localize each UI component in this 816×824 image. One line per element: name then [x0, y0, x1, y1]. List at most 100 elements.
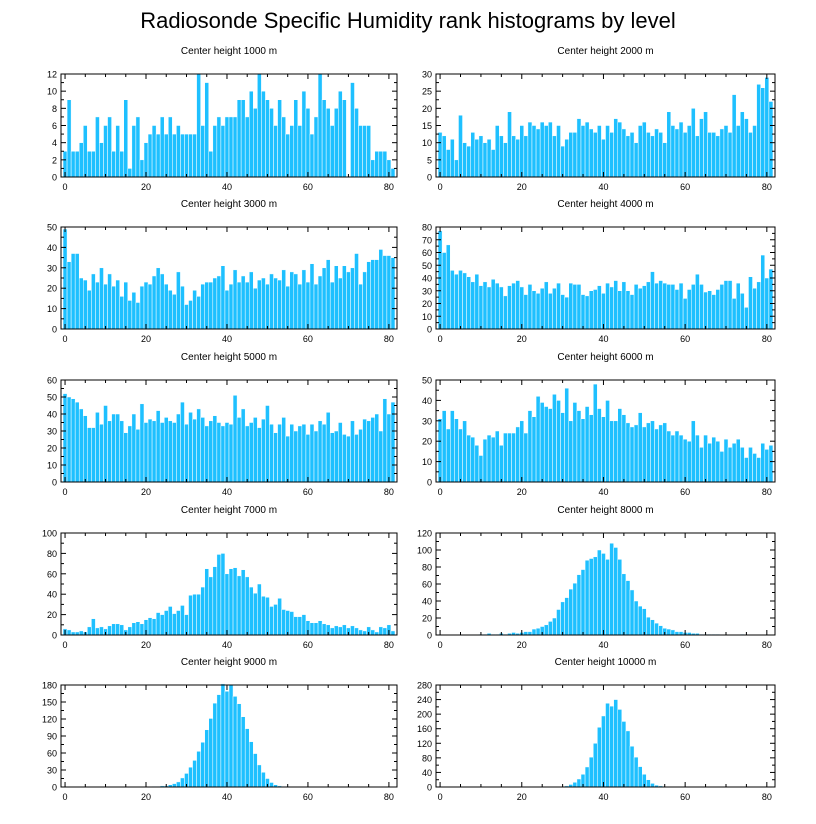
bar [176, 271, 181, 330]
bar [744, 118, 749, 178]
bar [462, 142, 467, 178]
bar [466, 145, 471, 178]
bar [281, 116, 286, 178]
bar [216, 275, 222, 330]
bar [543, 281, 549, 330]
bar [731, 298, 737, 330]
bar [273, 432, 278, 483]
bar [390, 257, 396, 330]
bar [216, 554, 222, 636]
bar [253, 592, 258, 636]
bar [382, 627, 388, 636]
x-tick-label: 60 [680, 182, 690, 192]
y-tick-label: 10 [47, 304, 57, 314]
x-tick-label: 60 [303, 182, 313, 192]
bar [699, 284, 704, 330]
bar [539, 121, 545, 178]
bar [293, 99, 299, 178]
bar [163, 133, 169, 178]
bar [188, 766, 193, 788]
bar [450, 270, 455, 330]
bar [168, 606, 173, 636]
panel-3: Center height 3000 m 0 10 20 30 40 50 0 20 40 60 80 [47, 199, 398, 344]
x-tick-label: 20 [141, 640, 151, 650]
bar [305, 108, 311, 178]
bar [543, 125, 549, 178]
bar [135, 621, 141, 636]
bar [552, 617, 557, 636]
bar [180, 605, 185, 636]
bar [674, 430, 680, 483]
bar [115, 279, 120, 330]
bar [269, 273, 274, 330]
y-tick-label: 20 [422, 614, 432, 624]
y-tick-label: 50 [422, 376, 432, 386]
bar [523, 631, 529, 636]
bar [329, 125, 335, 178]
bar [609, 420, 614, 483]
bar [637, 287, 643, 330]
bar [482, 281, 488, 330]
bar [499, 445, 504, 483]
bar [576, 410, 582, 483]
x-tick-label: 80 [762, 182, 772, 192]
bar [244, 728, 250, 788]
bar [601, 138, 606, 178]
y-tick-label: 30 [47, 263, 57, 273]
bar [168, 116, 173, 178]
bar [556, 125, 561, 178]
bar [350, 267, 355, 330]
x-tick-label: 60 [680, 640, 690, 650]
bar [224, 116, 230, 178]
bar [474, 138, 480, 178]
bar [273, 277, 278, 330]
bar [535, 293, 541, 330]
bar [374, 259, 380, 330]
x-tick-label: 0 [63, 182, 68, 192]
bar [646, 281, 651, 330]
bar [450, 138, 455, 178]
bar [196, 751, 201, 788]
bar [313, 116, 319, 178]
bar [386, 255, 392, 330]
bar [253, 753, 258, 788]
bar [609, 286, 614, 330]
bar [107, 273, 112, 330]
bar [482, 142, 488, 178]
bar [172, 133, 177, 178]
bar [200, 586, 205, 636]
bar [650, 783, 655, 788]
bar [580, 418, 586, 483]
bar [370, 259, 375, 330]
bar [224, 573, 230, 636]
bar [176, 125, 181, 178]
bar [261, 418, 266, 483]
bar [354, 434, 359, 483]
bar [248, 741, 254, 788]
bar [478, 285, 484, 330]
x-tick-label: 80 [384, 334, 394, 344]
bar [593, 556, 598, 636]
bar [66, 629, 72, 636]
bar [95, 281, 100, 330]
y-tick-label: 50 [422, 261, 432, 271]
bar [642, 121, 647, 178]
bar [768, 101, 774, 178]
bar [301, 423, 307, 483]
bar [277, 99, 282, 178]
bar [204, 281, 210, 330]
bar [289, 125, 295, 178]
bar [285, 610, 290, 636]
x-tick-label: 20 [141, 334, 151, 344]
bar [450, 410, 455, 483]
bar [715, 289, 721, 330]
bar [458, 270, 463, 330]
y-tick-label: 30 [47, 766, 57, 776]
bar [482, 438, 488, 483]
bar [83, 279, 88, 330]
bar [752, 287, 757, 330]
bar [744, 457, 749, 483]
bar [338, 277, 343, 330]
y-tick-label: 240 [417, 695, 432, 705]
bar [176, 610, 181, 636]
